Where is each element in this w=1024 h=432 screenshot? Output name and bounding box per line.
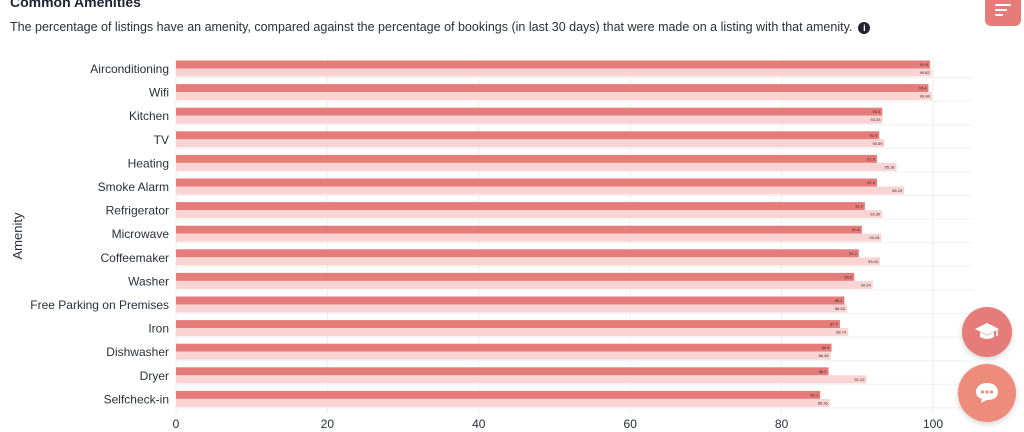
bar-bookings-value: 93.18 <box>869 235 880 240</box>
bar-bookings <box>176 186 905 195</box>
bar-listings-value: 92.9 <box>869 133 878 138</box>
subtitle-text: The percentage of listings have an ameni… <box>10 20 853 34</box>
x-tick-label: 100 <box>923 417 943 431</box>
bar-bookings <box>176 139 885 148</box>
bar-bookings <box>176 280 873 289</box>
category-label: Dryer <box>140 369 169 383</box>
bar-bookings-value: 93.30 <box>870 212 881 217</box>
category-label: Iron <box>148 322 169 336</box>
bar-bookings <box>176 398 830 407</box>
bar-bookings-value: 86.36 <box>818 400 829 405</box>
bar-listings-value: 89.6 <box>844 274 853 279</box>
chat-button[interactable] <box>958 364 1016 422</box>
category-label: TV <box>154 133 169 147</box>
bar-listings <box>176 225 862 234</box>
bar-listings <box>176 178 877 187</box>
x-tick-label: 40 <box>472 417 486 431</box>
x-tick-label: 0 <box>173 417 180 431</box>
bar-listings <box>176 202 865 211</box>
chat-bubble-icon <box>976 383 998 403</box>
bar-bookings-value: 93.00 <box>868 259 879 264</box>
bar-listings-value: 87.7 <box>830 322 839 327</box>
bar-bookings-value: 93.33 <box>870 117 881 122</box>
chart-subtitle: The percentage of listings have an ameni… <box>10 20 871 34</box>
category-label: Free Parking on Premises <box>30 298 169 312</box>
bar-listings-value: 88.3 <box>835 298 844 303</box>
bar-listings <box>176 154 877 163</box>
category-label: Wifi <box>149 86 169 100</box>
bar-listings <box>176 249 859 258</box>
bar-listings-value: 93.3 <box>872 109 881 114</box>
chart-menu-button[interactable] <box>985 0 1021 26</box>
category-label: Washer <box>128 274 169 288</box>
bar-listings <box>176 367 829 376</box>
learn-button[interactable] <box>962 307 1012 357</box>
category-label: Dishwasher <box>106 345 169 359</box>
info-icon[interactable]: i <box>858 21 871 34</box>
bar-listings-value: 92.6 <box>867 180 876 185</box>
bar-listings <box>176 84 929 93</box>
bar-bookings-value: 99.84 <box>920 94 931 99</box>
bar-bookings-value: 99.82 <box>920 70 931 75</box>
bar-listings-value: 99.4 <box>919 86 928 91</box>
bar-bookings-value: 88.79 <box>836 330 847 335</box>
category-label: Kitchen <box>129 109 169 123</box>
bar-bookings <box>176 351 831 360</box>
bar-bookings <box>176 304 847 313</box>
bar-listings-value: 99.6 <box>920 62 929 67</box>
bar-listings <box>176 107 883 116</box>
bar-listings-value: 86.6 <box>822 345 831 350</box>
category-label: Smoke Alarm <box>98 180 169 194</box>
bar-listings-value: 91.0 <box>855 204 864 209</box>
x-tick-label: 20 <box>321 417 335 431</box>
bar-bookings-value: 88.63 <box>835 306 846 311</box>
bar-listings-value: 85.1 <box>810 392 819 397</box>
bar-listings-value: 90.2 <box>849 251 858 256</box>
bar-bookings <box>176 210 883 219</box>
x-tick-label: 80 <box>775 417 789 431</box>
menu-lines-icon <box>995 4 1011 16</box>
bar-bookings-value: 92.04 <box>861 282 872 287</box>
category-label: Microwave <box>112 227 170 241</box>
bar-bookings <box>176 68 932 77</box>
category-label: Refrigerator <box>106 204 169 218</box>
category-label: Airconditioning <box>90 62 169 76</box>
bar-bookings <box>176 233 882 242</box>
bar-bookings <box>176 92 932 101</box>
bar-listings <box>176 272 855 281</box>
bar-listings <box>176 390 821 399</box>
bar-bookings-value: 96.19 <box>892 188 903 193</box>
bar-listings <box>176 320 840 329</box>
bar-bookings <box>176 162 897 171</box>
category-label: Coffeemaker <box>101 251 169 265</box>
y-axis-title: Amenity <box>10 212 25 259</box>
bar-listings-value: 90.6 <box>852 227 861 232</box>
bar-bookings-value: 86.48 <box>819 353 830 358</box>
bar-bookings <box>176 375 867 384</box>
bar-listings-value: 92.6 <box>867 156 876 161</box>
x-tick-label: 60 <box>624 417 638 431</box>
bar-listings-value: 86.2 <box>819 369 828 374</box>
bar-bookings-value: 93.59 <box>872 141 883 146</box>
bar-listings <box>176 131 880 140</box>
bar-bookings <box>176 328 849 337</box>
graduation-cap-icon <box>975 323 999 339</box>
bar-listings <box>176 296 845 305</box>
bar-bookings <box>176 115 883 124</box>
bar-listings <box>176 60 930 69</box>
bar-bookings <box>176 257 881 266</box>
category-label: Heating <box>128 156 169 170</box>
bar-listings <box>176 343 832 352</box>
bar-bookings-value: 91.22 <box>855 377 866 382</box>
chart-title: Common Amenities <box>10 0 141 10</box>
category-label: Selfcheck-in <box>104 392 169 406</box>
bar-bookings-value: 95.18 <box>884 164 895 169</box>
